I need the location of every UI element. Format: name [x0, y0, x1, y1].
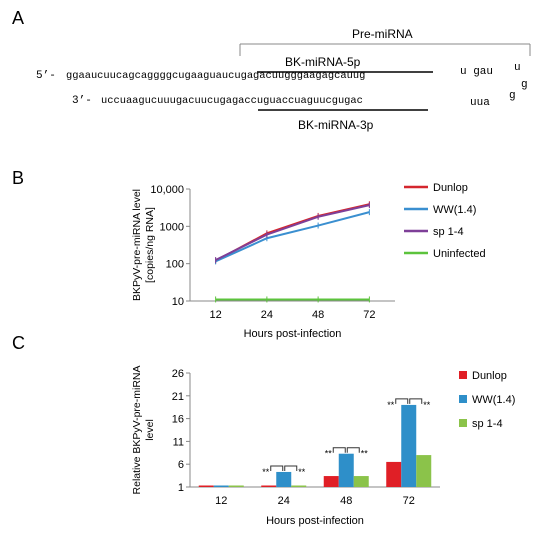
bar — [228, 485, 244, 487]
significance-label: ** — [262, 467, 270, 477]
y-tick-label: 1000 — [160, 221, 184, 233]
bar — [401, 404, 417, 487]
x-tick-label: 24 — [278, 495, 290, 507]
legend-label: Dunlop — [472, 370, 507, 382]
y-tick-label: 6 — [178, 459, 184, 471]
x-tick-label: 12 — [215, 495, 227, 507]
bar — [261, 485, 277, 487]
loop-g2: g — [509, 90, 516, 102]
bar — [338, 453, 354, 487]
mir3p-label: BK-miRNA-3p — [298, 118, 374, 132]
significance-bracket — [332, 447, 346, 453]
significance-bracket — [395, 398, 409, 404]
legend-label: sp 1-4 — [433, 226, 464, 238]
significance-bracket — [270, 465, 284, 471]
y-tick-label: 26 — [172, 368, 184, 380]
significance-bracket — [346, 447, 360, 453]
y-axis-title-line2: [copies/ng RNA] — [144, 207, 156, 283]
bar — [198, 485, 214, 487]
significance-label: ** — [423, 400, 431, 410]
bottom-prefix: 3’- — [72, 95, 92, 107]
y-tick-label: 10 — [172, 296, 184, 308]
y-axis-title-line1: Relative BKPyV-pre-miRNA — [131, 366, 143, 495]
significance-label: ** — [298, 467, 306, 477]
premirna-label: Pre-miRNA — [352, 27, 413, 41]
bottom-sequence: uccuaagucuuugacuucugagaccuguaccuaguucgug… — [101, 95, 363, 107]
x-tick-label: 48 — [312, 309, 324, 321]
significance-label: ** — [387, 400, 395, 410]
significance-label: ** — [325, 449, 333, 459]
top-sequence: ggaaucuucagcaggggcugaaguaucugagacuugggaa… — [66, 70, 366, 82]
y-tick-label: 1 — [178, 482, 184, 494]
y-tick-label: 100 — [166, 259, 184, 271]
x-tick-label: 72 — [363, 309, 375, 321]
top-prefix: 5’- — [36, 70, 56, 82]
legend-label: Uninfected — [433, 248, 486, 260]
legend-label: WW(1.4) — [433, 204, 476, 216]
bar — [276, 471, 292, 487]
y-tick-label: 21 — [172, 391, 184, 403]
legend-swatch — [459, 371, 467, 379]
loop-u: u — [514, 62, 521, 74]
legend-swatch — [459, 419, 467, 427]
panel-b-letter: B — [12, 168, 25, 188]
significance-bracket — [284, 465, 298, 471]
bar — [416, 455, 432, 487]
x-tick-label: 72 — [403, 495, 415, 507]
y-tick-label: 16 — [172, 414, 184, 426]
bottom-loop: uua — [470, 97, 490, 109]
x-axis-title: Hours post-infection — [266, 515, 364, 527]
panel-a-letter: A — [12, 8, 25, 28]
significance-label: ** — [361, 449, 369, 459]
legend-swatch — [459, 395, 467, 403]
legend-label: WW(1.4) — [472, 394, 515, 406]
bar — [323, 476, 339, 487]
loop-g1: g — [521, 79, 528, 91]
significance-bracket — [409, 398, 423, 404]
series-line-ww-1-4- — [215, 211, 370, 263]
bar — [213, 485, 229, 487]
mir5p-label: BK-miRNA-5p — [285, 55, 361, 69]
series-line-sp-1-4 — [215, 204, 370, 261]
x-tick-label: 24 — [261, 309, 273, 321]
x-tick-label: 48 — [340, 495, 352, 507]
line-chart: 10 100 1000 10,000 12 24 48 72 Hours post-infect… — [131, 182, 486, 340]
top-loop: u gau — [460, 66, 494, 78]
bar — [386, 461, 402, 487]
legend-label: Dunlop — [433, 182, 468, 194]
x-tick-label: 12 — [210, 309, 222, 321]
y-axis-title-line1: BKPyV-pre-miRNA level — [131, 189, 143, 301]
premirna-bracket — [239, 43, 531, 111]
panel-c-letter: C — [12, 333, 25, 353]
y-tick-label: 10,000 — [150, 184, 184, 196]
bar — [291, 485, 307, 487]
y-tick-label: 11 — [173, 436, 184, 448]
y-axis-title-line2: level — [144, 419, 156, 441]
x-axis-title: Hours post-infection — [244, 328, 342, 340]
bar — [353, 476, 369, 487]
legend-label: sp 1-4 — [472, 418, 503, 430]
